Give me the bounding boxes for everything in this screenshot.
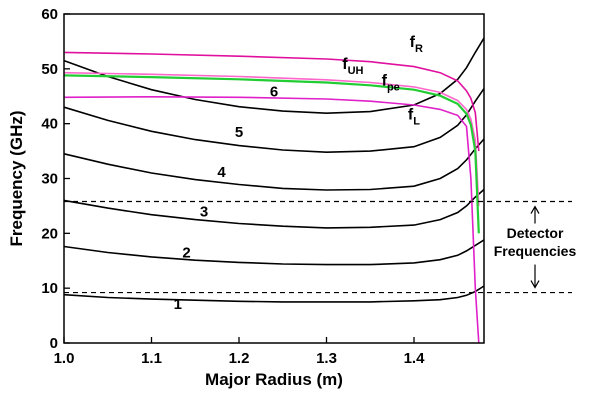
harmonic-label-2: 2 (182, 244, 190, 261)
x-ticks: 1.0 1.1 1.2 1.3 1.4 (54, 337, 426, 367)
x-tick-label: 1.1 (141, 350, 162, 367)
detector-arrowhead-down (530, 280, 540, 289)
cutoff-label-pe: fpe (382, 72, 400, 93)
y-ticks: 0 10 20 30 40 50 60 (41, 6, 70, 352)
y-tick-label: 40 (41, 116, 58, 133)
cutoff-label-uh: fUH (342, 56, 363, 77)
harmonic-line-4 (63, 138, 485, 191)
harmonic-line-2 (63, 239, 485, 266)
y-tick-label: 0 (50, 335, 58, 352)
y-tick-label: 50 (41, 61, 58, 78)
cutoff-lines (63, 51, 480, 344)
harmonic-lines (63, 37, 485, 303)
x-tick-label: 1.0 (54, 350, 75, 367)
cutoff-label-l: fL (408, 106, 420, 127)
harmonic-line-5 (63, 88, 485, 154)
harmonic-label-6: 6 (270, 83, 278, 100)
cutoff-line-r (63, 51, 480, 152)
detector-arrowhead-up (530, 205, 540, 214)
harmonic-label-1: 1 (174, 296, 182, 313)
harmonic-label-5: 5 (235, 124, 243, 141)
x-tick-label: 1.4 (404, 350, 426, 367)
harmonic-line-1 (63, 285, 485, 303)
detector-band: Detector Frequencies (64, 200, 577, 294)
harmonic-line-6 (63, 37, 485, 115)
cutoff-line-l (63, 95, 480, 344)
detector-label-line2: Frequencies (494, 243, 577, 259)
harmonic-label-3: 3 (200, 203, 208, 220)
y-tick-label: 30 (41, 171, 58, 188)
plot-frame (63, 13, 485, 344)
y-tick-label: 60 (41, 6, 58, 23)
cutoff-line-uh (63, 71, 480, 206)
harmonic-label-4: 4 (217, 164, 226, 181)
y-tick-label: 10 (41, 280, 58, 297)
x-tick-label: 1.3 (316, 350, 337, 367)
y-axis-title: Frequency (GHz) (7, 110, 26, 246)
x-tick-label: 1.2 (229, 350, 250, 367)
x-axis-title: Major Radius (m) (205, 370, 343, 389)
detector-label-line1: Detector (507, 225, 564, 241)
harmonic-line-3 (63, 188, 485, 229)
cutoff-label-r: fR (410, 34, 423, 55)
cutoff-line-pe (63, 74, 480, 234)
y-tick-label: 20 (41, 225, 58, 242)
